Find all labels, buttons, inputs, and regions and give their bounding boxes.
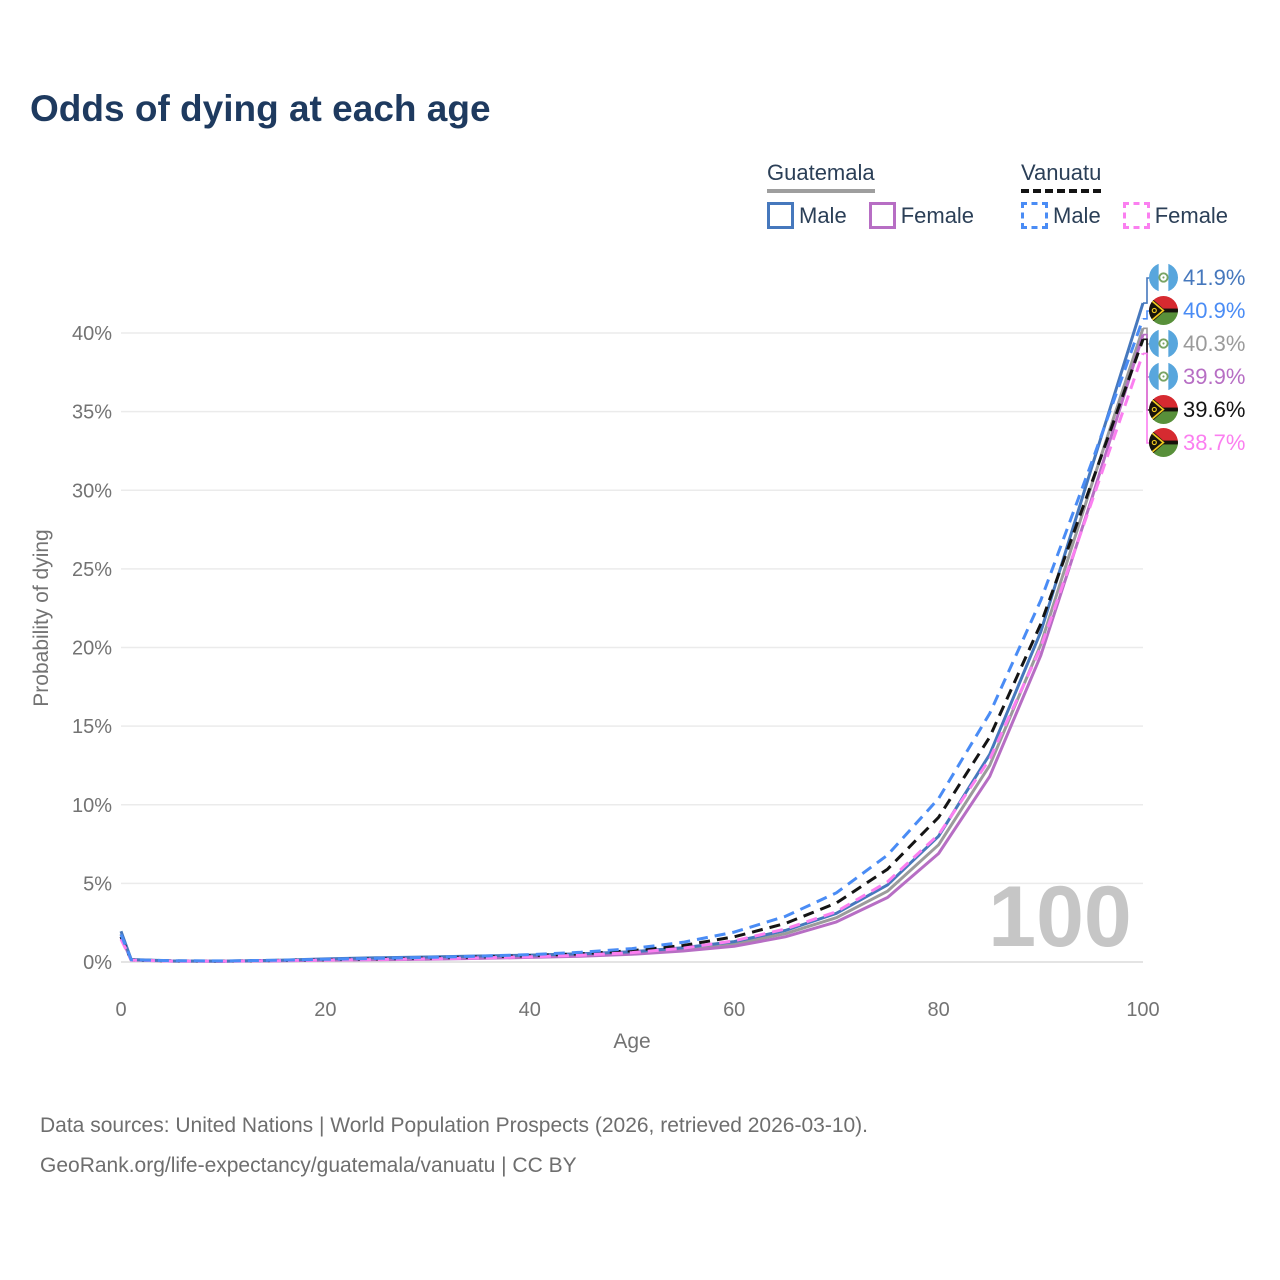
y-axis-title: Probability of dying [30,529,53,706]
watermark-age-100: 100 [988,869,1132,965]
series-line-vanuatu-both[interactable] [119,338,1145,963]
y-tick-label: 30% [72,480,112,502]
data-source-text: Data sources: United Nations | World Pop… [40,1114,869,1137]
x-tick-label: 60 [723,999,745,1021]
chart-title: Odds of dying at each age [30,88,491,129]
x-tick-label: 20 [314,999,336,1021]
end-label-connector [1143,310,1149,320]
legend-label-vanuatu-male[interactable]: Male [1053,202,1101,228]
y-tick-label: 15% [72,716,112,738]
legend-checkbox-guatemala-female[interactable] [868,202,896,229]
legend-group-vanuatu: Vanuatu Male Female [1021,160,1228,229]
x-tick-label: 80 [927,999,949,1021]
y-tick-label: 35% [72,402,112,424]
legend-checkbox-guatemala-male[interactable] [767,202,794,229]
series-line-vanuatu-male[interactable] [119,318,1145,963]
legend-checkbox-vanuatu-female[interactable] [1122,202,1150,229]
series-line-vanuatu-female[interactable] [119,352,1145,963]
x-tick-label: 40 [519,999,541,1021]
y-tick-label: 0% [83,952,112,974]
legend-checkbox-vanuatu-male[interactable] [1021,202,1048,229]
attribution-text: GeoRank.org/life-expectancy/guatemala/va… [40,1154,577,1177]
legend-group-guatemala: Guatemala Male Female [767,160,974,229]
chart-footer: Data sources: United Nations | World Pop… [40,1106,868,1186]
series-line-guatemala-male[interactable] [119,302,1145,963]
x-axis-title: Age [613,1030,650,1053]
legend-label-vanuatu-female[interactable]: Female [1154,202,1229,228]
end-label-connector [1143,277,1149,304]
y-tick-label: 25% [72,559,112,581]
legend-country-vanuatu[interactable]: Vanuatu [1021,160,1102,193]
x-tick-label: 0 [115,999,126,1021]
legend-label-guatemala-female[interactable]: Female [900,202,975,228]
legend-country-guatemala[interactable]: Guatemala [767,160,875,193]
x-tick-label: 100 [1126,999,1159,1021]
y-tick-label: 20% [72,638,112,660]
series-line-guatemala-both[interactable] [119,327,1145,963]
y-tick-label: 40% [72,323,112,345]
end-label-connector [1143,352,1149,444]
y-tick-label: 5% [83,873,112,895]
y-tick-label: 10% [72,795,112,817]
end-label-connector [1143,338,1149,411]
legend-label-guatemala-male[interactable]: Male [799,202,847,228]
